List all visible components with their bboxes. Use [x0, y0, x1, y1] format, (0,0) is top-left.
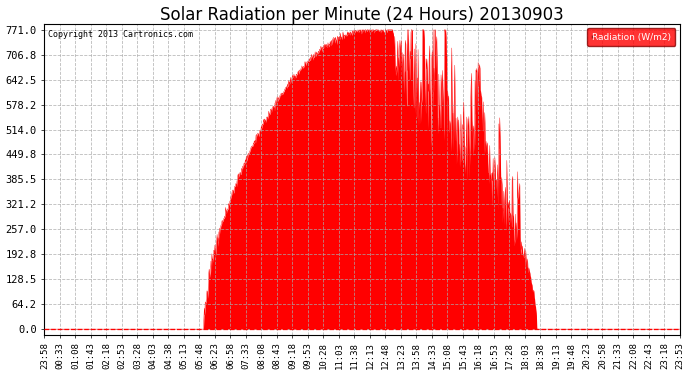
Title: Solar Radiation per Minute (24 Hours) 20130903: Solar Radiation per Minute (24 Hours) 20… — [160, 6, 564, 24]
Legend: Radiation (W/m2): Radiation (W/m2) — [587, 28, 676, 46]
Text: Copyright 2013 Cartronics.com: Copyright 2013 Cartronics.com — [48, 30, 193, 39]
